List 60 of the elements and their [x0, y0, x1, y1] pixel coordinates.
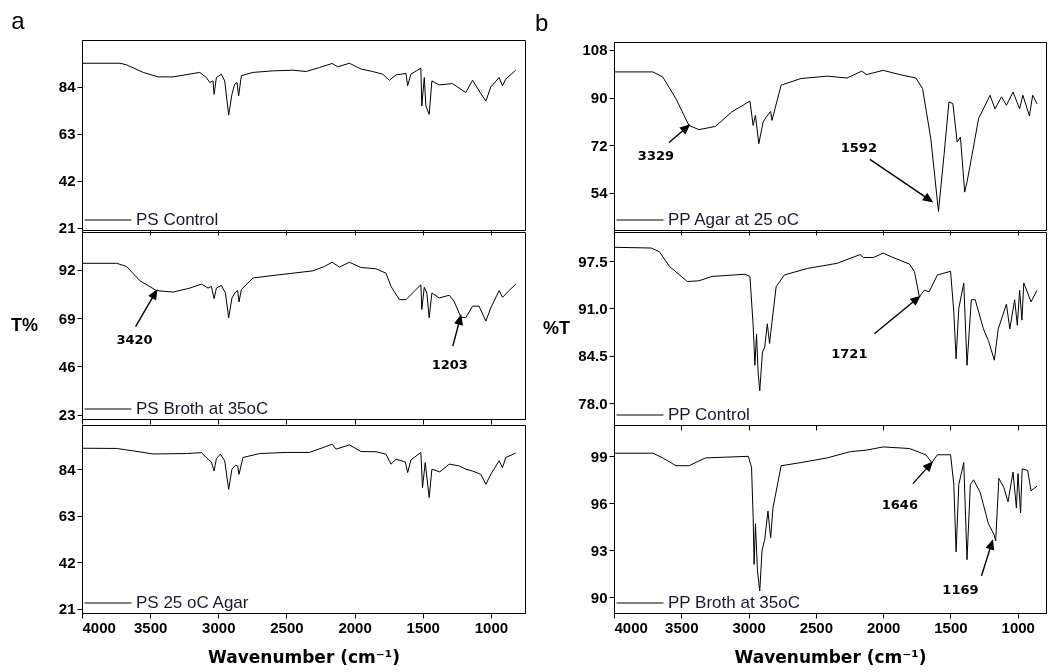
- y-tick-label: 69: [58, 309, 76, 327]
- x-tick-label: 2000: [866, 618, 901, 636]
- legend-label: PP Broth at 35oC: [668, 593, 800, 612]
- x-tick-label: 1500: [934, 618, 968, 636]
- x-tick-label: 4000: [82, 618, 116, 636]
- y-tick-label: 108: [582, 41, 608, 59]
- x-tick-label: 2500: [270, 618, 304, 636]
- y-tick-label: 92: [58, 261, 76, 279]
- y-tick-label: 91.0: [578, 299, 608, 317]
- x-tick-label: 3500: [133, 618, 168, 636]
- y-tick-label: 96: [590, 494, 608, 512]
- y-tick-label: 63: [58, 507, 76, 525]
- annotation: 1169: [942, 581, 979, 597]
- y-tick-label: 63: [58, 125, 76, 143]
- y-tick-label: 42: [58, 553, 76, 571]
- annotation: 3420: [116, 331, 153, 347]
- annotation: 1721: [831, 345, 868, 361]
- legend-label: PS 25 oC Agar: [136, 593, 249, 612]
- legend-label: PS Broth at 35oC: [136, 399, 269, 418]
- y-tick-label: 21: [58, 219, 76, 237]
- chart-title: a: [11, 7, 26, 34]
- y-axis-title: %T: [543, 318, 570, 338]
- y-tick-label: 21: [58, 600, 76, 618]
- annotation: 1592: [840, 140, 877, 156]
- y-tick-label: 23: [58, 406, 76, 424]
- y-tick-label: 99: [590, 447, 608, 465]
- x-axis-title: Wavenumber (cm⁻¹): [208, 646, 400, 667]
- x-tick-label: 2000: [338, 618, 372, 636]
- x-tick-label: 2500: [799, 618, 834, 636]
- legend-label: PS Control: [136, 210, 219, 229]
- line-series: [614, 446, 1038, 592]
- line-series: [82, 261, 517, 322]
- y-tick-label: 93: [590, 541, 608, 559]
- annotation: 3329: [637, 148, 675, 164]
- y-tick-label: 84: [58, 78, 77, 96]
- legend-label: PP Control: [668, 405, 750, 424]
- x-tick-label: 3000: [732, 618, 766, 636]
- x-tick-label: 1000: [1001, 618, 1035, 636]
- x-axis-title: Wavenumber (cm⁻¹): [734, 646, 927, 667]
- x-tick-label: 1000: [474, 618, 509, 636]
- y-tick-label: 90: [590, 89, 608, 107]
- x-tick-label: 4000: [614, 618, 648, 636]
- chart-title: b: [534, 9, 549, 36]
- line-series: [614, 246, 1038, 392]
- x-tick-label: 3500: [665, 618, 699, 636]
- annotation: 1646: [881, 496, 918, 512]
- y-tick-label: 78.0: [578, 394, 608, 412]
- y-tick-label: 97.5: [578, 252, 608, 270]
- y-tick-label: 84.5: [578, 347, 608, 365]
- y-axis-title: T%: [11, 315, 38, 335]
- y-tick-label: 72: [590, 136, 608, 154]
- y-tick-label: 84: [58, 460, 77, 478]
- y-tick-label: 42: [58, 172, 76, 190]
- y-tick-label: 90: [590, 588, 608, 606]
- y-tick-label: 46: [58, 357, 76, 375]
- x-tick-label: 3000: [202, 618, 236, 636]
- legend-label: PP Agar at 25 oC: [668, 210, 800, 229]
- x-tick-label: 1500: [406, 618, 440, 636]
- y-tick-label: 54: [590, 184, 609, 202]
- annotation: 1203: [431, 357, 468, 373]
